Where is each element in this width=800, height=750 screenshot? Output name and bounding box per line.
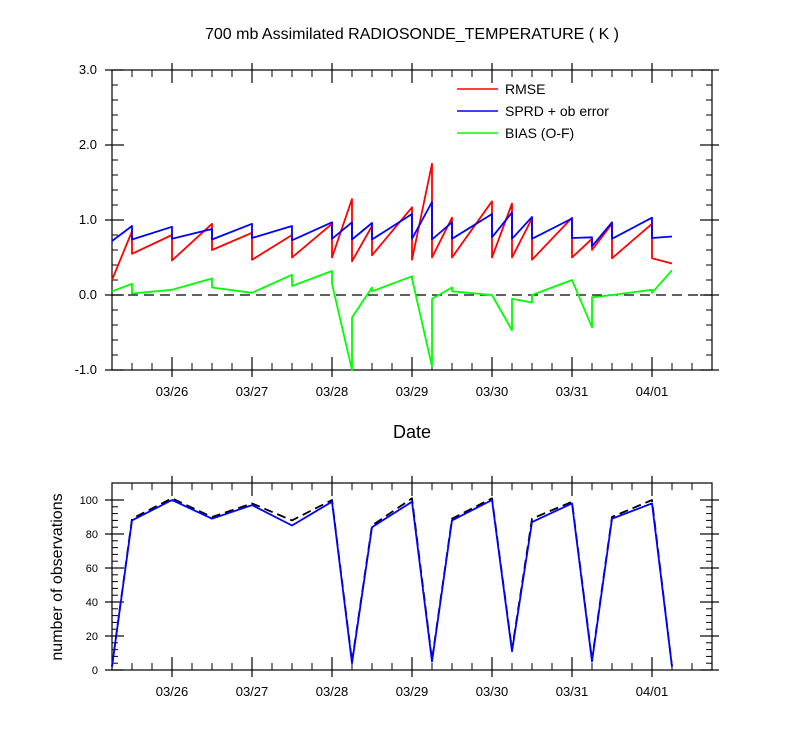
x-tick-label: 03/27: [236, 684, 269, 699]
top-series-line-0: [111, 162, 673, 281]
x-tick-label: 03/29: [396, 684, 429, 699]
legend-label-sprd: SPRD + ob error: [505, 103, 609, 119]
bottom-series: [111, 497, 673, 667]
bottom-minor-ticks: [131, 483, 693, 670]
top-series: [111, 162, 673, 371]
x-tick-label: 03/27: [236, 384, 269, 399]
y-tick-label: 0.0: [79, 287, 97, 302]
x-tick-label: 03/30: [476, 384, 509, 399]
top-x-axis-label: Date: [393, 422, 431, 442]
y-tick-label: 40: [86, 597, 98, 609]
y-tick-label: 100: [80, 495, 98, 507]
bottom-plot-area: 03/26 03/27 03/28 03/29 03/30 03/31 04/01 0 20 4…: [80, 476, 719, 699]
bottom-plot-frame: [111, 482, 713, 671]
x-tick-label: 03/31: [556, 684, 589, 699]
legend: RMSE SPRD + ob error BIAS (O-F): [457, 81, 609, 141]
top-y-ticks: -1.0 0.0 1.0 2.0 3.0: [75, 62, 719, 377]
x-tick-label: 04/01: [636, 684, 669, 699]
bottom-y-axis-label: number of observations: [49, 493, 66, 660]
y-tick-label: 80: [86, 529, 98, 541]
top-x-ticks: 03/26 03/27 03/28 03/29 03/30 03/31 04/01: [156, 63, 669, 399]
chart-title: 700 mb Assimilated RADIOSONDE_TEMPERATUR…: [205, 26, 619, 43]
bottom-y-ticks: 0 20 40 60 80 100: [80, 495, 719, 677]
x-tick-label: 03/30: [476, 684, 509, 699]
y-tick-label: 0: [92, 665, 98, 677]
legend-label-bias: BIAS (O-F): [505, 125, 574, 141]
x-tick-label: 03/26: [156, 684, 189, 699]
x-tick-label: 03/28: [316, 384, 349, 399]
y-tick-label: 60: [86, 563, 98, 575]
x-tick-label: 04/01: [636, 384, 669, 399]
top-series-line-1: [111, 201, 673, 248]
top-plot-area: 03/26 03/27 03/28 03/29 03/30 03/31 04/01 -1.0…: [75, 62, 719, 399]
bottom-x-ticks: 03/26 03/27 03/28 03/29 03/30 03/31 04/01: [156, 476, 669, 699]
y-tick-label: 1.0: [79, 212, 97, 227]
y-tick-label: 3.0: [79, 62, 97, 77]
y-tick-label: -1.0: [75, 362, 97, 377]
top-series-line-2: [111, 269, 673, 371]
y-tick-label: 2.0: [79, 137, 97, 152]
bottom-series-line-1: [111, 499, 673, 667]
x-tick-label: 03/26: [156, 384, 189, 399]
legend-label-rmse: RMSE: [505, 81, 545, 97]
bottom-series-line-0: [111, 497, 673, 667]
x-tick-label: 03/28: [316, 684, 349, 699]
x-tick-label: 03/31: [556, 384, 589, 399]
y-tick-label: 20: [86, 631, 98, 643]
x-tick-label: 03/29: [396, 384, 429, 399]
